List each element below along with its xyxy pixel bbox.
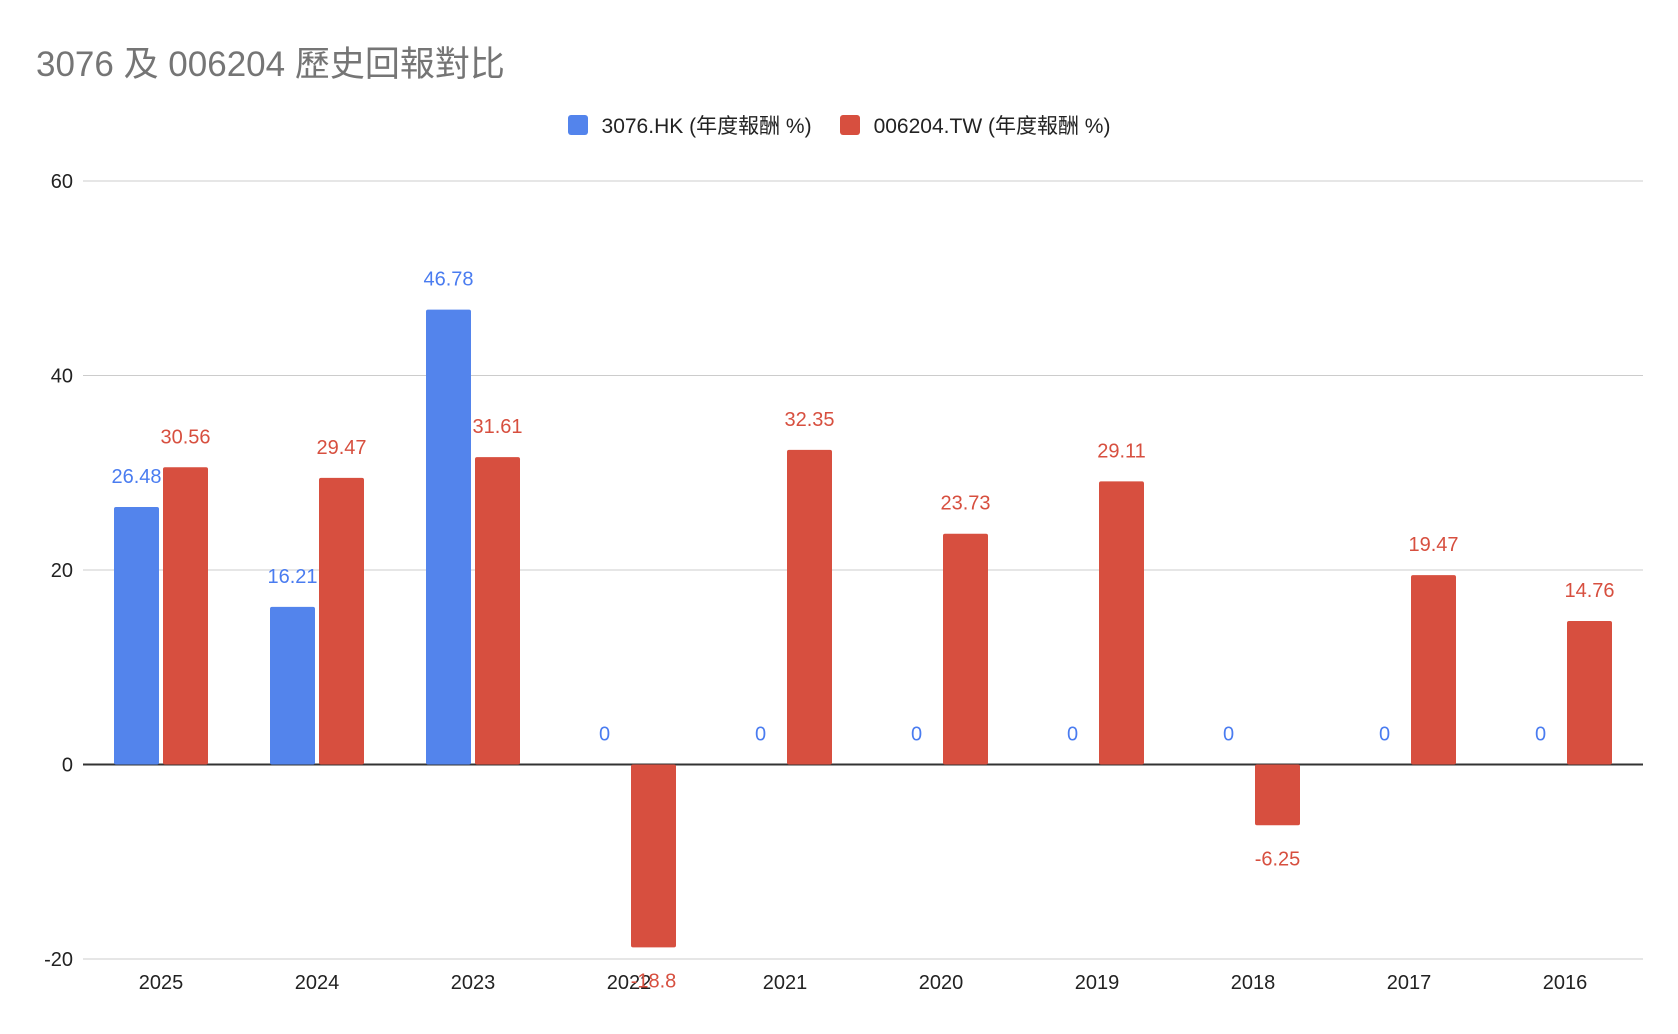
data-label-series-2: -6.25 [1255,848,1301,870]
legend-swatch-series-1 [567,115,588,135]
bar-series-2 [943,533,988,765]
data-label-series-1: 26.48 [111,466,161,488]
data-label-series-1: 0 [1535,724,1546,746]
data-label-series-2: 19.47 [1408,534,1458,556]
bar-series-2 [319,477,364,765]
x-tick-label: 2020 [919,972,964,994]
data-label-series-1: 46.78 [423,269,473,291]
bar-series-1 [114,506,159,765]
data-label-series-1: 16.21 [267,566,317,588]
data-label-series-2: -18.8 [631,970,677,992]
data-label-series-1: 0 [911,724,922,746]
data-label-series-1: 0 [1379,724,1390,746]
x-tick-label: 2019 [1075,972,1120,994]
x-tick-label: 2016 [1543,972,1588,994]
bar-series-2 [631,764,676,948]
data-label-series-1: 0 [1067,724,1078,746]
bar-series-1 [426,309,471,765]
bar-series-2 [1411,575,1456,765]
data-label-series-2: 29.11 [1097,440,1146,462]
y-tick-label: 0 [62,755,73,777]
chart-title: 3076 及 006204 歷史回報對比 [36,45,505,84]
x-tick-label: 2021 [763,972,808,994]
y-tick-label: 60 [51,171,73,193]
bar-series-2 [787,449,832,765]
y-tick-label: 20 [51,560,73,582]
legend-label-series-1: 3076.HK (年度報酬 %) [601,115,812,138]
bar-series-2 [1567,620,1612,765]
data-label-series-2: 31.61 [472,416,522,438]
legend-item-series-1[interactable]: 3076.HK (年度報酬 %) [567,110,812,140]
data-label-series-2: 23.73 [940,493,990,515]
legend-item-series-2[interactable]: 006204.TW (年度報酬 %) [839,110,1111,140]
data-label-series-2: 32.35 [784,409,834,431]
x-tick-label: 2022 [607,972,652,994]
data-label-series-2: 14.76 [1564,580,1614,602]
y-tick-label: -20 [44,949,73,971]
data-label-series-2: 29.47 [316,437,366,459]
bar-series-2 [1099,481,1144,765]
x-tick-label: 2023 [451,972,496,994]
x-tick-label: 2018 [1231,972,1276,994]
x-tick-label: 2025 [139,972,184,994]
bar-series-2 [1255,764,1300,826]
bar-series-2 [475,457,520,765]
legend-swatch-series-2 [839,115,860,135]
bar-series-1 [270,606,315,765]
data-label-series-1: 0 [1223,724,1234,746]
data-label-series-1: 0 [599,724,610,746]
y-tick-label: 40 [51,366,73,388]
data-label-series-2: 30.56 [160,426,210,448]
x-tick-label: 2017 [1387,972,1432,994]
legend-label-series-2: 006204.TW (年度報酬 %) [873,115,1111,138]
bar-series-2 [163,467,208,765]
x-tick-label: 2024 [295,972,340,994]
data-label-series-1: 0 [755,724,766,746]
legend: 3076.HK (年度報酬 %) 006204.TW (年度報酬 %) [0,110,1678,140]
